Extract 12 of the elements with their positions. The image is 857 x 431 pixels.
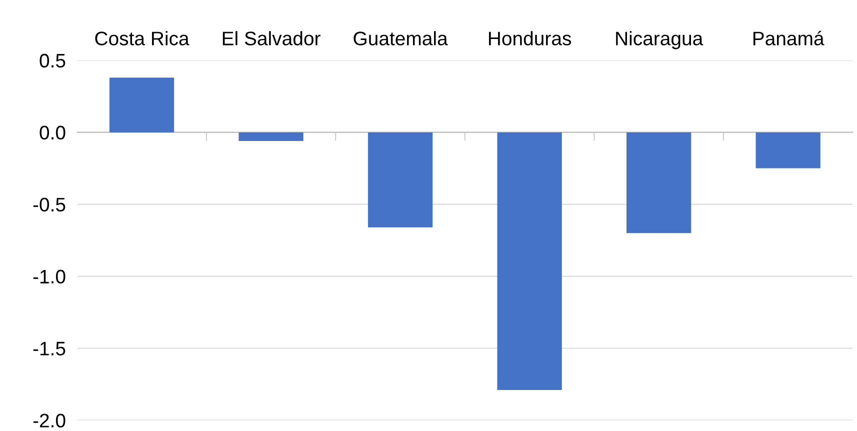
x-tick-label: Panamá — [753, 30, 824, 46]
y-tick-label: -0.5 — [33, 198, 66, 212]
x-tick-label: Guatemala — [354, 31, 448, 46]
y-tick-label: 0.5 — [40, 54, 66, 68]
x-tick-label: Costa Rica — [95, 31, 190, 46]
x-tick-label: Nicaragua — [616, 31, 704, 50]
y-tick-label: -2.0 — [33, 414, 66, 428]
x-tick-label: Honduras — [489, 31, 572, 46]
y-tick-label: -1.0 — [33, 270, 66, 284]
y-tick-label: -1.5 — [33, 342, 66, 356]
x-tick-label: El Salvador — [222, 31, 320, 46]
y-tick-label: 0.0 — [40, 126, 66, 140]
